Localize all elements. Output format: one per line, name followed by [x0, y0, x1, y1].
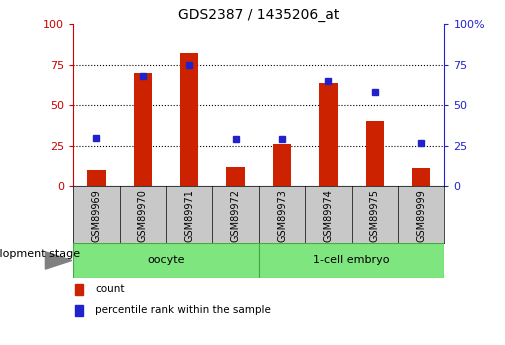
- Bar: [226, 167, 245, 186]
- Bar: [73, 243, 259, 278]
- Text: GSM89974: GSM89974: [323, 189, 333, 242]
- Text: 1-cell embryo: 1-cell embryo: [314, 256, 390, 265]
- Text: GSM89972: GSM89972: [231, 189, 240, 242]
- Text: GSM89975: GSM89975: [370, 189, 380, 242]
- Bar: [87, 170, 106, 186]
- Bar: [366, 121, 384, 186]
- Bar: [75, 305, 83, 316]
- Text: GSM89973: GSM89973: [277, 189, 287, 242]
- Text: GSM89970: GSM89970: [138, 189, 148, 242]
- Bar: [180, 53, 198, 186]
- Text: GSM89971: GSM89971: [184, 189, 194, 242]
- Bar: [75, 284, 83, 295]
- Text: percentile rank within the sample: percentile rank within the sample: [95, 305, 271, 315]
- Bar: [273, 144, 291, 186]
- Text: count: count: [95, 284, 125, 294]
- Polygon shape: [45, 252, 72, 269]
- Bar: [319, 82, 338, 186]
- Bar: [259, 243, 444, 278]
- Bar: [412, 168, 430, 186]
- Text: GSM89999: GSM89999: [416, 189, 426, 242]
- Bar: [133, 73, 152, 186]
- Title: GDS2387 / 1435206_at: GDS2387 / 1435206_at: [178, 8, 339, 22]
- Text: GSM89969: GSM89969: [91, 189, 102, 242]
- Text: development stage: development stage: [0, 249, 80, 259]
- Text: oocyte: oocyte: [147, 256, 185, 265]
